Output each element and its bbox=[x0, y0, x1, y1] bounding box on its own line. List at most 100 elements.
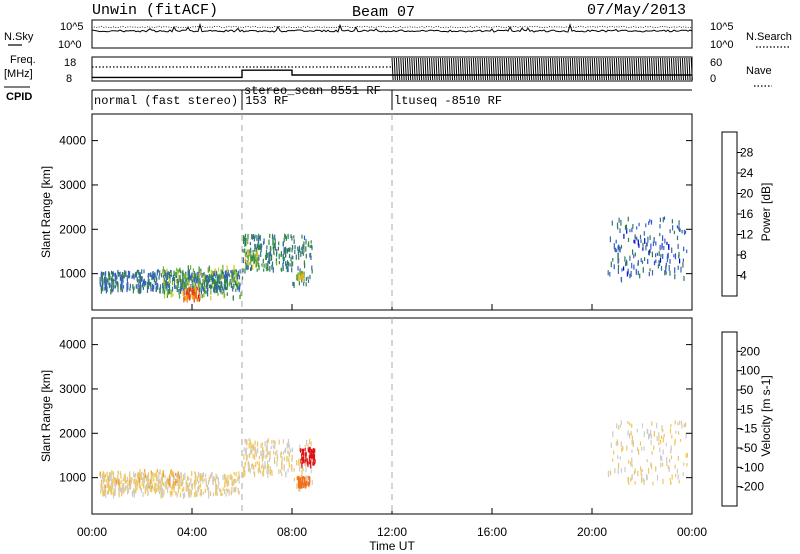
range-cell bbox=[666, 241, 668, 245]
range-cell bbox=[199, 473, 201, 479]
range-cell bbox=[169, 478, 171, 485]
range-cell bbox=[235, 479, 237, 484]
range-cell bbox=[190, 492, 192, 498]
range-cell bbox=[658, 435, 660, 442]
time-axis-ticks: 00:00 04:00 08:00 12:00 16:00 20:00 00:00 bbox=[77, 525, 707, 539]
range-cell bbox=[108, 489, 110, 494]
range-cell bbox=[166, 271, 168, 276]
colorbar-tick-label: 200 bbox=[740, 344, 760, 358]
range-cell bbox=[205, 478, 207, 482]
range-cell bbox=[192, 268, 194, 272]
range-cell bbox=[212, 492, 214, 497]
range-cell bbox=[153, 272, 156, 278]
range-cell bbox=[676, 468, 678, 474]
range-cell bbox=[148, 278, 150, 285]
range-cell bbox=[193, 290, 195, 296]
range-cell bbox=[142, 286, 144, 290]
range-cell bbox=[668, 244, 670, 251]
range-cell bbox=[178, 480, 180, 486]
range-cell bbox=[291, 244, 294, 250]
nsearch-label: N.Search bbox=[746, 31, 792, 43]
range-cell bbox=[252, 463, 254, 467]
range-cell bbox=[215, 490, 217, 496]
range-cell bbox=[100, 475, 102, 479]
range-cell bbox=[215, 478, 217, 484]
range-cell bbox=[648, 272, 650, 277]
range-cell bbox=[220, 269, 222, 275]
range-cell bbox=[185, 273, 187, 277]
range-cell bbox=[140, 472, 142, 478]
range-cell bbox=[627, 430, 629, 436]
range-cell bbox=[633, 264, 635, 270]
range-cell bbox=[672, 225, 674, 231]
range-cell bbox=[629, 255, 631, 261]
range-cell bbox=[681, 424, 683, 429]
range-cell bbox=[186, 288, 188, 292]
range-cell bbox=[261, 453, 263, 459]
range-cell bbox=[248, 453, 250, 457]
range-cell bbox=[197, 486, 199, 492]
range-cell bbox=[620, 219, 622, 226]
range-cell bbox=[273, 450, 275, 455]
range-cell bbox=[615, 239, 617, 244]
range-cell bbox=[156, 277, 158, 282]
range-cell bbox=[272, 267, 274, 273]
range-cell bbox=[299, 270, 301, 276]
range-cell bbox=[203, 274, 205, 280]
range-cell bbox=[218, 285, 220, 290]
range-cell bbox=[160, 491, 163, 496]
range-cell bbox=[189, 274, 191, 280]
velocity-heatmap bbox=[99, 420, 688, 499]
range-cell bbox=[299, 463, 301, 468]
range-cell bbox=[163, 489, 165, 496]
range-cell bbox=[186, 480, 188, 486]
range-cell bbox=[169, 490, 171, 495]
range-cell bbox=[298, 458, 300, 465]
range-cell bbox=[168, 481, 170, 487]
range-cell bbox=[218, 280, 221, 285]
range-cell bbox=[108, 476, 110, 483]
range-cell bbox=[163, 278, 165, 283]
range-cell bbox=[222, 271, 224, 275]
range-cell bbox=[685, 422, 687, 428]
range-cell bbox=[645, 474, 648, 480]
range-cell bbox=[149, 479, 151, 485]
range-cell bbox=[301, 462, 303, 469]
range-cell bbox=[670, 448, 672, 454]
range-cell bbox=[249, 242, 251, 246]
range-cell bbox=[233, 478, 235, 484]
range-cell bbox=[138, 472, 140, 478]
range-cell bbox=[652, 481, 654, 486]
range-cell bbox=[124, 477, 126, 483]
range-cell bbox=[144, 280, 146, 287]
range-cell bbox=[159, 284, 162, 290]
range-cell bbox=[288, 247, 290, 252]
range-cell bbox=[220, 491, 222, 496]
range-cell bbox=[256, 441, 259, 447]
range-cell bbox=[286, 456, 288, 462]
range-cell bbox=[104, 487, 106, 494]
range-cell bbox=[246, 447, 248, 451]
range-cell bbox=[178, 289, 180, 293]
range-cell bbox=[122, 285, 125, 289]
range-cell bbox=[308, 462, 310, 468]
range-cell bbox=[282, 254, 284, 260]
range-cell bbox=[132, 273, 134, 278]
range-cell bbox=[639, 234, 642, 240]
range-cell bbox=[300, 251, 302, 257]
range-cell bbox=[108, 486, 110, 491]
range-cell bbox=[670, 455, 673, 460]
xlabel: Time UT bbox=[369, 539, 415, 553]
colorbar-tick-label: -200 bbox=[740, 480, 764, 494]
range-cell bbox=[282, 439, 284, 444]
range-cell bbox=[210, 474, 212, 478]
range-cell bbox=[166, 273, 168, 280]
range-cell bbox=[250, 267, 252, 272]
range-cell bbox=[262, 472, 265, 476]
range-cell bbox=[676, 235, 679, 241]
range-cell bbox=[200, 491, 202, 497]
range-cell bbox=[112, 477, 114, 484]
range-cell bbox=[194, 481, 196, 487]
freq-tick-high: 18 bbox=[64, 57, 76, 69]
noise-traces bbox=[91, 22, 693, 33]
